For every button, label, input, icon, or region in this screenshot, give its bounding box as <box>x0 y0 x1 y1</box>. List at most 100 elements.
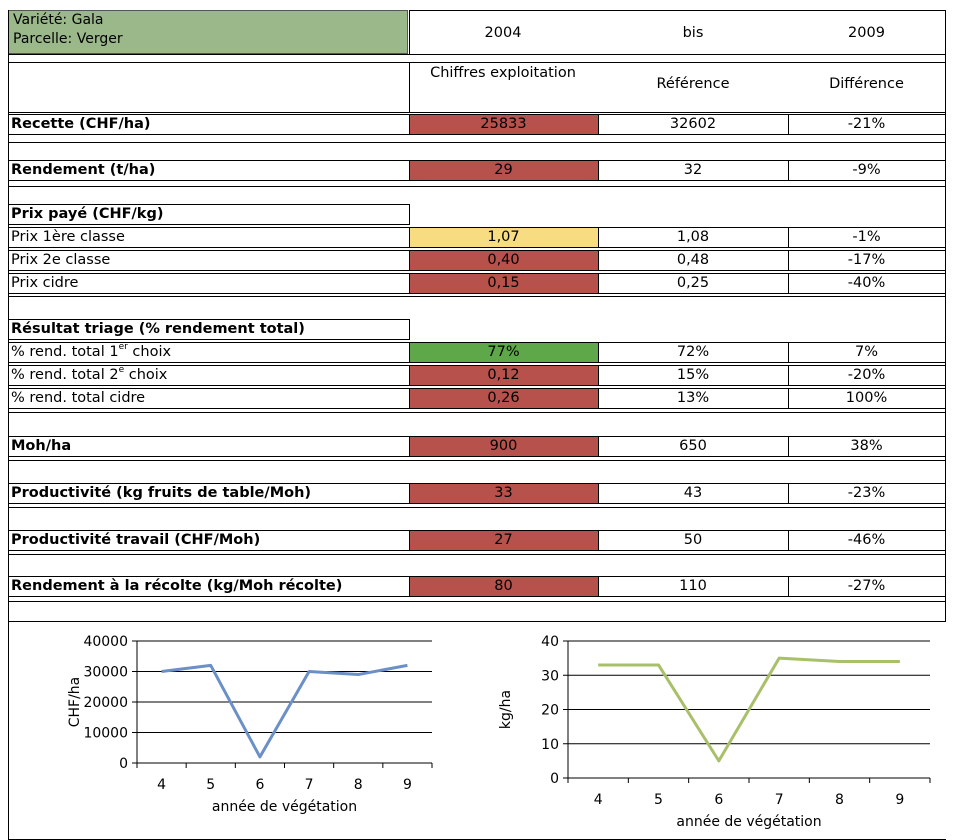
difference-value: -9% <box>852 162 881 178</box>
x-tick-label: 5 <box>654 792 663 808</box>
farm-value: 29 <box>494 162 513 178</box>
farm-value-cell <box>409 577 598 596</box>
col-reference-header: Référence <box>656 76 730 92</box>
grid-line <box>8 342 409 343</box>
x-tick-label: 9 <box>403 777 412 793</box>
farm-value: 0,26 <box>487 390 520 406</box>
farm-value: 33 <box>494 485 513 501</box>
grid-line <box>8 550 409 551</box>
grid-line <box>409 160 945 161</box>
difference-value: 38% <box>850 438 883 454</box>
grid-line <box>409 10 945 11</box>
farm-value-cell <box>409 274 598 293</box>
grid-line <box>945 388 946 409</box>
x-axis-label: année de végétation <box>212 799 357 815</box>
grid-line <box>409 273 945 274</box>
farm-value-cell <box>409 484 598 503</box>
reference-value: 32 <box>683 162 703 178</box>
grid-line <box>8 54 945 55</box>
grid-line <box>8 388 409 389</box>
grid-line <box>409 362 945 363</box>
grid-line <box>8 293 409 294</box>
x-tick-label: 4 <box>594 792 603 808</box>
grid-line <box>788 365 789 386</box>
grid-line <box>409 227 945 228</box>
grid-line <box>8 142 945 143</box>
farm-value-cell <box>409 437 598 456</box>
grid-line <box>945 227 946 248</box>
grid-line <box>8 339 409 340</box>
row-label-resultat-triage: Résultat triage (% rendement total) <box>11 321 305 337</box>
grid-line <box>788 530 789 551</box>
grid-line <box>409 62 410 112</box>
farm-value: 27 <box>494 532 513 548</box>
x-tick-label: 6 <box>255 777 264 793</box>
grid-line <box>409 388 410 409</box>
farm-value: 1,07 <box>487 229 520 245</box>
x-tick-label: 8 <box>354 777 363 793</box>
grid-line <box>598 483 599 504</box>
grid-line <box>945 114 946 135</box>
col-farm-header: Chiffres exploitation <box>430 65 576 81</box>
row-label-prix-cidre: Prix cidre <box>11 275 79 291</box>
grid-line <box>8 596 409 597</box>
grid-line <box>409 10 410 54</box>
grid-line <box>8 319 409 320</box>
grid-line <box>8 250 409 251</box>
grid-line <box>8 227 409 228</box>
difference-value: -46% <box>847 532 886 548</box>
grid-line <box>788 273 789 294</box>
col-difference-header: Différence <box>829 76 904 92</box>
row-label-rend-cidre: % rend. total cidre <box>11 390 146 406</box>
difference-value: -17% <box>847 252 886 268</box>
series-line <box>598 656 900 763</box>
y-axis-label: kg/ha <box>498 690 514 729</box>
farm-value-cell <box>409 343 598 362</box>
grid-line <box>8 530 409 531</box>
grid-line <box>409 365 945 366</box>
grid-line <box>409 456 945 457</box>
farm-value-cell <box>409 366 598 385</box>
grid-line <box>945 576 946 597</box>
grid-line <box>945 342 946 363</box>
grid-line <box>409 576 410 597</box>
grid-line <box>409 550 945 551</box>
grid-line <box>945 436 946 457</box>
grid-line <box>409 530 945 531</box>
grid-line <box>598 273 599 294</box>
grid-line <box>598 436 599 457</box>
x-tick-label: 4 <box>157 777 166 793</box>
series-line <box>161 663 408 759</box>
grid-line <box>409 160 410 181</box>
reference-value: 1,08 <box>676 229 710 245</box>
reference-value: 15% <box>676 367 710 383</box>
grid-line <box>409 385 945 386</box>
grid-line <box>945 530 946 551</box>
grid-line <box>8 460 945 461</box>
grid-line <box>409 227 410 248</box>
grid-line <box>8 601 945 602</box>
difference-value: -20% <box>847 367 886 383</box>
row-label-prix-2e: Prix 2e classe <box>11 252 111 268</box>
grid-line <box>8 224 409 225</box>
grid-line <box>788 483 789 504</box>
difference-value: 100% <box>845 390 888 406</box>
grid-line <box>8 503 409 504</box>
row-label-rend-1er: % rend. total 1er choix <box>11 342 172 360</box>
grid-line <box>8 483 409 484</box>
grid-line <box>8 112 945 113</box>
y-tick-label: 30000 <box>83 665 128 681</box>
grid-line <box>409 365 410 386</box>
grid-line <box>945 365 946 386</box>
grid-line <box>409 250 410 271</box>
range-word: bis <box>682 25 704 41</box>
grid-line <box>598 342 599 363</box>
y-tick-label: 30 <box>541 668 559 684</box>
y-axis-label: CHF/ha <box>67 677 83 728</box>
grid-line <box>788 342 789 363</box>
farm-value-cell <box>409 251 598 270</box>
grid-line <box>8 436 409 437</box>
grid-line <box>8 186 945 187</box>
grid-line <box>8 160 409 161</box>
y-tick-label: 20 <box>541 703 559 719</box>
